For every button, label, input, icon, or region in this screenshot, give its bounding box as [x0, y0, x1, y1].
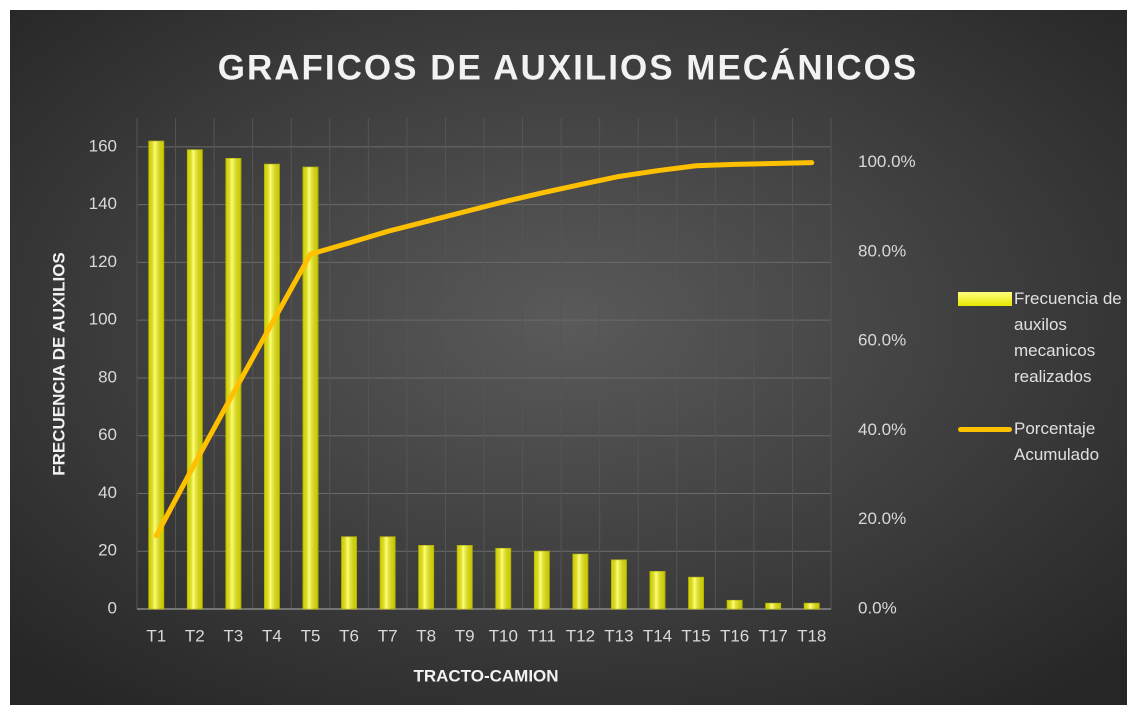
bar-sheen	[225, 158, 241, 609]
legend-label: Porcentaje Acumulado	[1014, 419, 1100, 464]
bar-sheen	[688, 577, 704, 609]
y2-tick-label: 100.0%	[858, 152, 916, 171]
x-tick-label: T5	[301, 626, 321, 645]
x-tick-label: T8	[416, 626, 436, 645]
y-axis-label: FRECUENCIA DE AUXILIOS	[49, 252, 68, 476]
x-tick-label: T16	[720, 626, 749, 645]
y2-tick-label: 60.0%	[858, 331, 906, 350]
bar-sheen	[341, 536, 357, 609]
x-tick-label: T14	[643, 626, 672, 645]
bar-sheen	[187, 149, 203, 610]
bar-sheen	[495, 548, 511, 609]
chart-title: GRAFICOS DE AUXILIOS MECÁNICOS	[218, 47, 918, 87]
line	[153, 160, 815, 539]
bar-sheen	[457, 545, 473, 609]
y-tick-label: 80	[98, 367, 117, 386]
y-tick-label: 60	[98, 425, 117, 444]
x-tick-label: T7	[378, 626, 398, 645]
bar-sheen	[418, 545, 434, 609]
x-tick-label: T10	[489, 626, 518, 645]
y-tick-label: 120	[89, 252, 117, 271]
legend-label: Frecuencia de auxilos mecanicos realizad…	[1014, 289, 1122, 386]
y-tick-label: 20	[98, 541, 117, 560]
x-tick-label: T4	[262, 626, 282, 645]
legend-swatch	[958, 427, 1012, 432]
legend-item: Porcentaje Acumulado	[958, 416, 1128, 468]
x-tick-label: T18	[797, 626, 826, 645]
bar-sheen	[572, 554, 588, 609]
bar-sheen	[765, 603, 781, 609]
bar-sheen	[148, 141, 164, 609]
x-tick-label: T12	[566, 626, 595, 645]
y-tick-label: 40	[98, 483, 117, 502]
y2-tick-label: 80.0%	[858, 241, 906, 260]
y-tick-label: 140	[89, 194, 117, 213]
bar-sheen	[650, 571, 665, 609]
bar-sheen	[303, 167, 318, 609]
x-tick-label: T2	[185, 626, 205, 645]
legend-item: Frecuencia de auxilos mecanicos realizad…	[958, 286, 1128, 390]
legend-swatch	[958, 292, 1012, 306]
x-tick-label: T1	[146, 626, 166, 645]
bar-sheen	[804, 603, 820, 609]
bar-sheen	[380, 536, 396, 609]
x-tick-label: T13	[604, 626, 633, 645]
x-tick-label: T15	[681, 626, 710, 645]
y-tick-label: 160	[89, 136, 117, 155]
y-tick-label: 0	[108, 598, 117, 617]
y-tick-label: 100	[89, 310, 117, 329]
x-tick-label: T9	[455, 626, 475, 645]
x-tick-label: T17	[759, 626, 788, 645]
y2-tick-label: 20.0%	[858, 509, 906, 528]
y2-tick-label: 0.0%	[858, 598, 897, 617]
x-axis-label: TRACTO-CAMION	[413, 666, 558, 685]
x-tick-label: T11	[528, 626, 556, 645]
bar-sheen	[534, 551, 550, 609]
bar-sheen	[727, 600, 743, 609]
y2-tick-label: 40.0%	[858, 420, 906, 439]
x-tick-label: T6	[339, 626, 359, 645]
bar-sheen	[611, 559, 627, 609]
x-tick-label: T3	[223, 626, 243, 645]
bar-sheen	[264, 164, 280, 609]
